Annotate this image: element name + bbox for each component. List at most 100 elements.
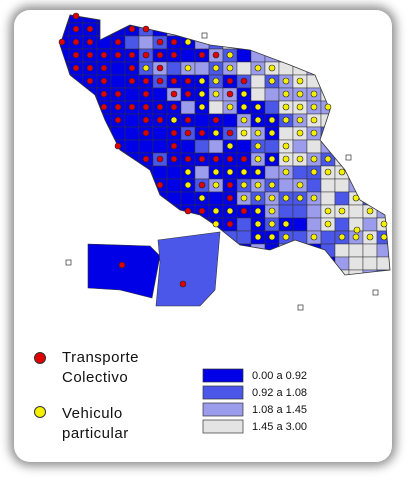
point xyxy=(296,90,304,98)
district xyxy=(348,87,364,102)
district xyxy=(320,191,336,206)
point xyxy=(184,64,192,72)
district xyxy=(96,126,112,141)
district xyxy=(306,35,322,50)
point xyxy=(142,51,150,59)
district xyxy=(391,36,405,49)
point xyxy=(142,77,150,85)
district xyxy=(362,217,378,232)
legend-symbol xyxy=(34,406,46,418)
district xyxy=(138,15,154,24)
point xyxy=(282,90,290,98)
district xyxy=(166,217,182,232)
district xyxy=(348,113,364,128)
district xyxy=(236,35,252,50)
point xyxy=(282,194,290,202)
district xyxy=(236,22,252,37)
point xyxy=(268,194,276,202)
point xyxy=(72,38,80,46)
district xyxy=(362,178,378,193)
district xyxy=(152,165,168,180)
point xyxy=(296,181,304,189)
point xyxy=(310,194,318,202)
district xyxy=(96,139,112,154)
district xyxy=(68,204,84,219)
point xyxy=(296,194,304,202)
district xyxy=(222,22,238,37)
point xyxy=(254,103,262,111)
legend-label: Transporte Colectivo xyxy=(62,349,139,386)
point xyxy=(226,194,234,202)
point xyxy=(86,77,94,85)
point xyxy=(254,181,262,189)
district xyxy=(362,243,378,258)
district xyxy=(208,100,224,115)
district xyxy=(348,243,364,258)
district xyxy=(82,230,98,245)
city-outline xyxy=(59,14,391,276)
district xyxy=(391,244,405,257)
district xyxy=(152,204,168,219)
point xyxy=(212,207,220,215)
district xyxy=(362,126,378,141)
district xyxy=(82,217,98,232)
point xyxy=(353,226,361,234)
district xyxy=(82,178,98,193)
district xyxy=(82,15,98,24)
district xyxy=(236,269,252,275)
district xyxy=(264,87,280,102)
district xyxy=(362,152,378,167)
district xyxy=(264,139,280,154)
district xyxy=(60,243,70,258)
point xyxy=(184,38,192,46)
point xyxy=(184,155,192,163)
point xyxy=(254,233,262,241)
point xyxy=(310,155,318,163)
district xyxy=(278,61,294,76)
district xyxy=(264,269,280,275)
point xyxy=(86,64,94,72)
district xyxy=(334,243,350,258)
district xyxy=(166,191,182,206)
point xyxy=(226,155,234,163)
point xyxy=(198,155,206,163)
point xyxy=(170,142,178,150)
district xyxy=(236,256,252,271)
district xyxy=(110,61,126,76)
point xyxy=(268,64,276,72)
point xyxy=(240,194,248,202)
district xyxy=(96,113,112,128)
district xyxy=(124,191,140,206)
district xyxy=(348,178,364,193)
district xyxy=(60,15,70,24)
district xyxy=(334,191,350,206)
district xyxy=(250,269,266,275)
district xyxy=(320,61,336,76)
point xyxy=(170,77,178,85)
district xyxy=(334,87,350,102)
district xyxy=(362,15,378,24)
point xyxy=(142,90,150,98)
district xyxy=(391,62,405,75)
district xyxy=(110,178,126,193)
point xyxy=(254,116,262,124)
district xyxy=(348,126,364,141)
district xyxy=(68,74,84,89)
district xyxy=(376,165,390,180)
district xyxy=(138,139,154,154)
district xyxy=(320,243,336,258)
point xyxy=(156,103,164,111)
district xyxy=(320,35,336,50)
point xyxy=(170,116,178,124)
point xyxy=(156,181,164,189)
point xyxy=(254,194,262,202)
point xyxy=(184,129,192,137)
district xyxy=(306,22,322,37)
district xyxy=(292,269,308,275)
point xyxy=(226,129,234,137)
district xyxy=(278,269,294,275)
point xyxy=(156,51,164,59)
district xyxy=(306,217,322,232)
point xyxy=(128,77,136,85)
point xyxy=(226,207,234,215)
